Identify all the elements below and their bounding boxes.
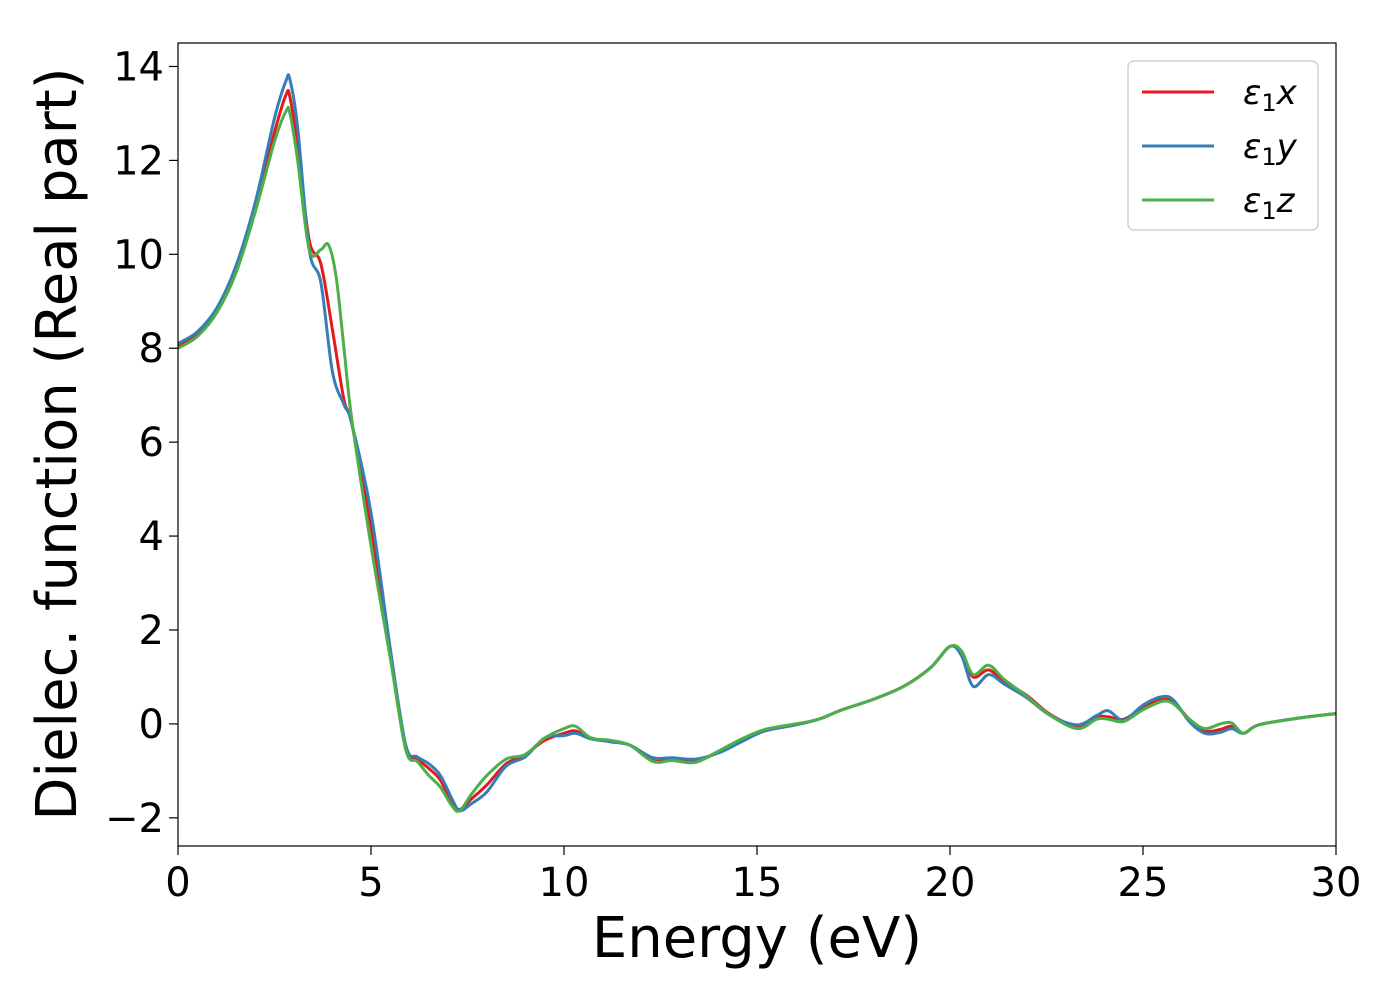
y-tick-label: 4 [139, 514, 164, 560]
legend-label: ε1y [1243, 127, 1298, 171]
x-tick-label: 20 [925, 860, 976, 906]
legend-box [1127, 60, 1319, 231]
series-line-z [178, 105, 1336, 813]
y-axis-label: Dielec. function (Real part) [25, 67, 90, 820]
legend-item-y: ε1y [1142, 127, 1298, 171]
y-tick-label: 10 [113, 232, 164, 278]
y-tick-label: −2 [105, 796, 164, 842]
legend-item-z: ε1z [1142, 181, 1296, 225]
x-tick-label: 5 [358, 860, 383, 906]
legend-label: ε1z [1243, 181, 1296, 225]
x-tick-label: 25 [1118, 860, 1169, 906]
y-tick-label: 14 [113, 44, 164, 90]
x-tick-label: 30 [1311, 860, 1362, 906]
x-axis-ticks: 0 5 10 15 20 25 30 [165, 846, 1361, 906]
y-axis-ticks: −2 0 2 4 6 8 10 12 14 [105, 44, 178, 842]
y-tick-label: 0 [139, 702, 164, 748]
legend-item-x: ε1x [1142, 73, 1298, 117]
y-tick-label: 2 [139, 608, 164, 654]
legend-items: ε1x ε1y ε1z [1142, 73, 1298, 225]
legend: ε1x ε1y ε1z [1127, 60, 1319, 231]
x-axis-label: Energy (eV) [592, 906, 922, 971]
y-tick-label: 8 [139, 326, 164, 372]
y-tick-label: 6 [139, 420, 164, 466]
y-tick-label: 12 [113, 138, 164, 184]
x-tick-label: 10 [539, 860, 590, 906]
x-tick-label: 0 [165, 860, 190, 906]
series-layer [178, 73, 1336, 813]
legend-label: ε1x [1243, 73, 1298, 117]
x-tick-label: 15 [732, 860, 783, 906]
